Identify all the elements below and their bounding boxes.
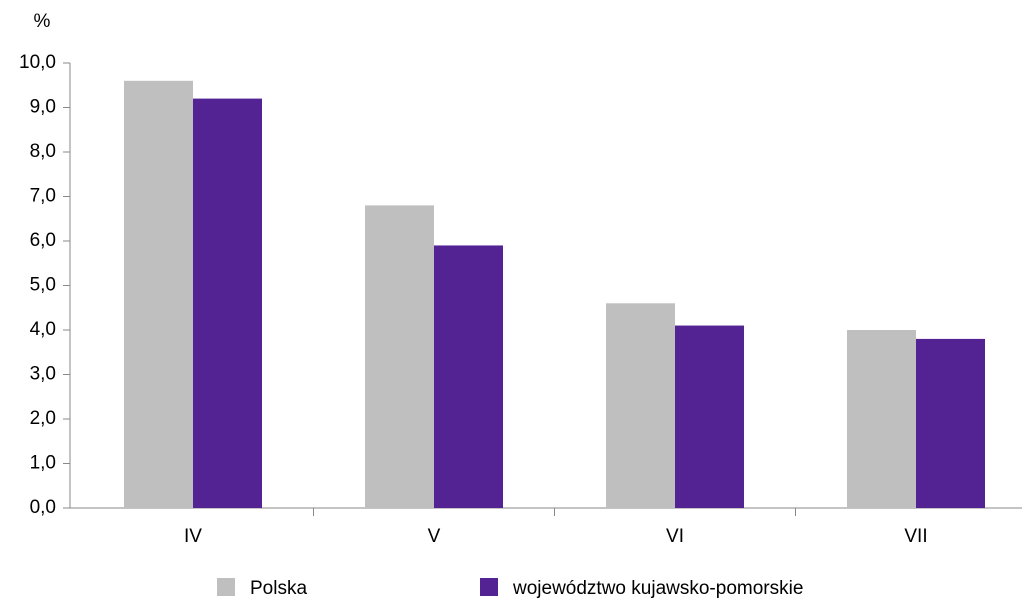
- legend-label: Polska: [250, 578, 307, 599]
- x-tick-label: V: [428, 526, 441, 547]
- legend-swatch: [217, 578, 235, 596]
- y-tick-label: 3,0: [30, 364, 56, 385]
- y-tick-label: 9,0: [30, 97, 56, 118]
- y-tick-label: 0,0: [30, 497, 56, 518]
- y-tick-label: 1,0: [30, 453, 56, 474]
- x-tick-label: IV: [184, 526, 202, 547]
- y-tick-label: 2,0: [30, 408, 56, 429]
- y-tick-label: 7,0: [30, 186, 56, 207]
- bar: [193, 98, 262, 508]
- y-tick-label: 4,0: [30, 319, 56, 340]
- y-tick-label: 6,0: [30, 230, 56, 251]
- bar: [606, 303, 675, 508]
- y-tick-label: 8,0: [30, 141, 56, 162]
- legend-swatch: [480, 578, 498, 596]
- x-tick-label: VII: [904, 526, 927, 547]
- bar: [124, 80, 193, 509]
- bar: [434, 245, 503, 508]
- x-tick-label: VI: [666, 526, 684, 547]
- bar: [847, 330, 916, 508]
- bar: [675, 325, 744, 508]
- y-tick-label: 10,0: [19, 52, 56, 73]
- bar: [365, 205, 434, 508]
- y-tick-label: 5,0: [30, 275, 56, 296]
- y-axis-label: %: [34, 11, 51, 32]
- bar: [916, 338, 985, 508]
- legend-label: województwo kujawsko-pomorskie: [512, 578, 803, 599]
